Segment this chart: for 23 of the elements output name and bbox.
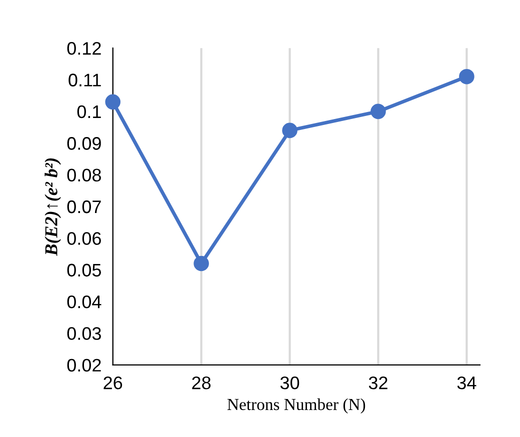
y-tick-label: 0.07 xyxy=(67,200,101,214)
x-tick-label: 26 xyxy=(104,376,122,390)
x-tick-label: 30 xyxy=(280,376,300,390)
y-tick-label: 0.12 xyxy=(67,42,101,55)
y-tick-label: 0.02 xyxy=(67,358,101,372)
x-tick-label: 34 xyxy=(457,376,476,390)
y-tick-label: 0.05 xyxy=(67,264,101,277)
y-tick-label: 0.11 xyxy=(68,74,101,86)
y-tick-label: 0.06 xyxy=(67,232,101,245)
x-axis-title: Netrons Number (N) xyxy=(227,398,366,414)
y-tick-label: 0.1 xyxy=(77,105,101,118)
y-tick-label: 0.09 xyxy=(67,137,101,150)
y-tick-label: 0.04 xyxy=(67,295,102,308)
x-tick-label: 32 xyxy=(368,376,388,390)
y-tick-label: 0.03 xyxy=(67,327,101,340)
point xyxy=(194,256,209,272)
point xyxy=(105,94,120,110)
y-tick-label: 0.08 xyxy=(67,168,101,182)
y-axis-title: B(E2)↑(e² b²) xyxy=(44,158,62,256)
x-tick-label: 28 xyxy=(192,376,211,390)
point xyxy=(370,104,386,120)
point xyxy=(282,122,298,138)
point xyxy=(459,68,474,84)
